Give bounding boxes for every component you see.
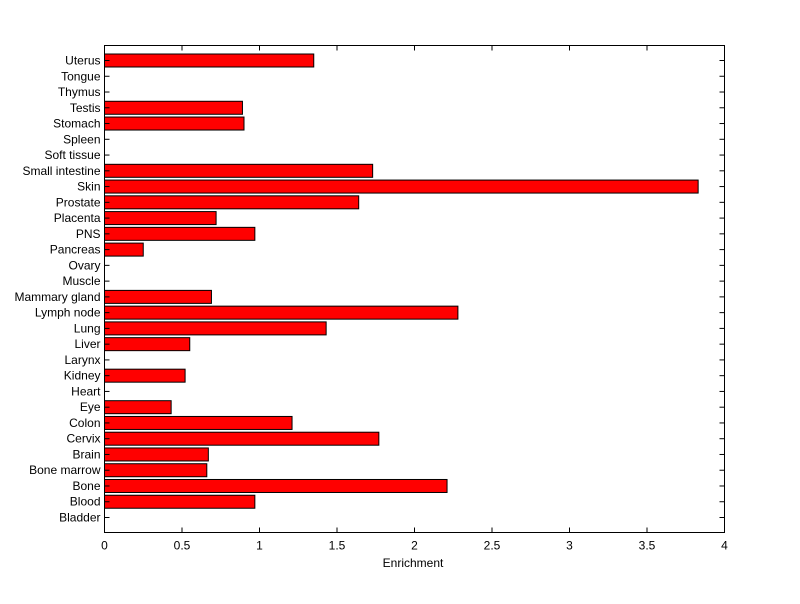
y-tick-label: Kidney [64,369,101,383]
y-tick-label: Blood [70,495,101,509]
y-tick-label: Soft tissue [44,148,100,162]
bar-lymph-node [104,305,459,320]
y-tick-label: Placenta [54,211,101,225]
y-tick-label: Bladder [59,511,100,525]
bar-stomach [104,116,245,131]
y-tick-label: Pancreas [50,243,101,257]
y-tick-label: Brain [72,447,100,461]
y-tick-label: Larynx [64,353,100,367]
x-axis: 0 0.5 1 1.5 2 2.5 3 3.5 4 [101,45,728,553]
x-tick-label: 2.5 [484,539,501,553]
y-tick-label: Tongue [61,69,101,83]
bar-colon [104,415,293,430]
x-tick-label: 4 [721,539,728,553]
bar-prostate [104,195,360,210]
y-tick-label: Testis [70,101,101,115]
x-tick-label: 1 [256,539,263,553]
bar-placenta [104,211,217,226]
bars [104,53,699,509]
bar-bone [104,478,448,493]
x-tick-label: 0.5 [174,539,191,553]
y-tick-label: Lymph node [35,306,101,320]
y-tick-label: Stomach [53,117,100,131]
bar-mammary-gland [104,289,212,304]
bar-bone-marrow [104,463,208,478]
bar-brain [104,447,209,462]
y-tick-label: Heart [71,384,101,398]
bar-blood [104,494,256,509]
y-tick-label: Thymus [58,85,101,99]
bar-liver [104,337,191,352]
x-tick-label: 1.5 [329,539,346,553]
bar-skin [104,179,699,194]
y-tick-label: Eye [80,400,101,414]
y-tick-label: Spleen [63,132,100,146]
y-tick-label: Mammary gland [14,290,100,304]
y-tick-label: Bone [72,479,100,493]
y-tick-label: Lung [74,321,101,335]
x-tick-label: 3 [566,539,573,553]
x-tick-label: 3.5 [639,539,656,553]
x-tick-label: 2 [411,539,418,553]
y-tick-label: Liver [74,337,100,351]
y-tick-label: Uterus [65,54,100,68]
y-tick-label: Small intestine [22,164,100,178]
y-tick-label: Cervix [66,432,100,446]
x-tick-label: 0 [101,539,108,553]
bar-uterus [104,53,315,68]
bar-testis [104,100,243,115]
bar-lung [104,321,327,336]
y-tick-label: Ovary [68,258,100,272]
y-tick-label: Prostate [56,195,101,209]
y-tick-label: Skin [77,180,100,194]
bar-pns [104,226,256,241]
y-tick-label: Muscle [62,274,100,288]
y-tick-label: Colon [69,416,100,430]
bar-pancreas [104,242,144,257]
x-axis-label: Enrichment [383,556,444,570]
bar-eye [104,400,172,415]
bar-small-intestine [104,163,374,178]
bar-cervix [104,431,380,446]
y-tick-label: PNS [76,227,101,241]
y-tick-label: Bone marrow [29,463,101,477]
bar-kidney [104,368,186,383]
